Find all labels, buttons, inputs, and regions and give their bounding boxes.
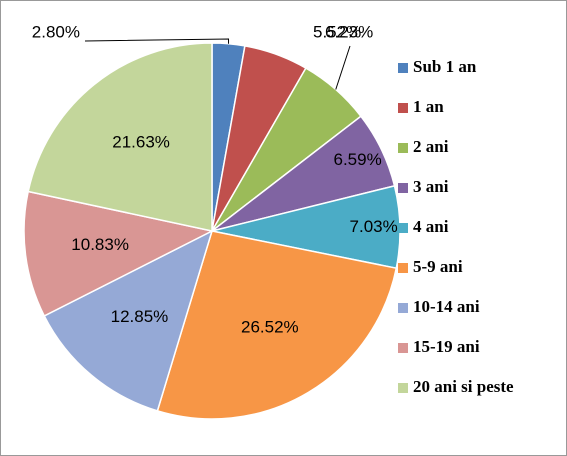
legend-label: Sub 1 an: [413, 57, 477, 76]
pie-slice: [43, 229, 214, 412]
data-label: 7.03%: [350, 217, 398, 236]
legend-swatch: [398, 103, 408, 113]
legend-label: 20 ani si peste: [413, 377, 514, 396]
data-label: 5.52%: [313, 22, 361, 41]
legend-label: 2 ani: [413, 137, 449, 156]
legend-swatch: [398, 63, 408, 73]
legend-label: 5-9 ani: [413, 257, 463, 276]
legend-label: 10-14 ani: [413, 297, 480, 316]
data-label: 6.23%: [325, 22, 373, 41]
legend-swatch: [398, 343, 408, 353]
data-label: 26.52%: [241, 317, 299, 336]
data-label: 10.83%: [71, 235, 129, 254]
legend-swatch: [398, 383, 408, 393]
data-label: 6.59%: [334, 150, 382, 169]
data-label: 2.80%: [32, 22, 80, 41]
leader-line: [84, 38, 230, 44]
data-label: 12.85%: [111, 307, 169, 326]
legend-swatch: [398, 263, 408, 273]
pie-slice: [27, 42, 213, 232]
legend-label: 1 an: [413, 97, 444, 116]
legend-swatch: [398, 143, 408, 153]
legend-swatch: [398, 303, 408, 313]
legend-label: 3 ani: [413, 177, 449, 196]
legend-label: 4 ani: [413, 217, 449, 236]
leader-line: [335, 45, 351, 90]
legend-label: 15-19 ani: [413, 337, 480, 356]
legend-swatch: [398, 223, 408, 233]
pie-slice: [156, 230, 398, 420]
data-label: 21.63%: [112, 133, 170, 152]
legend-swatch: [398, 183, 408, 193]
pie-slice: [23, 190, 215, 317]
